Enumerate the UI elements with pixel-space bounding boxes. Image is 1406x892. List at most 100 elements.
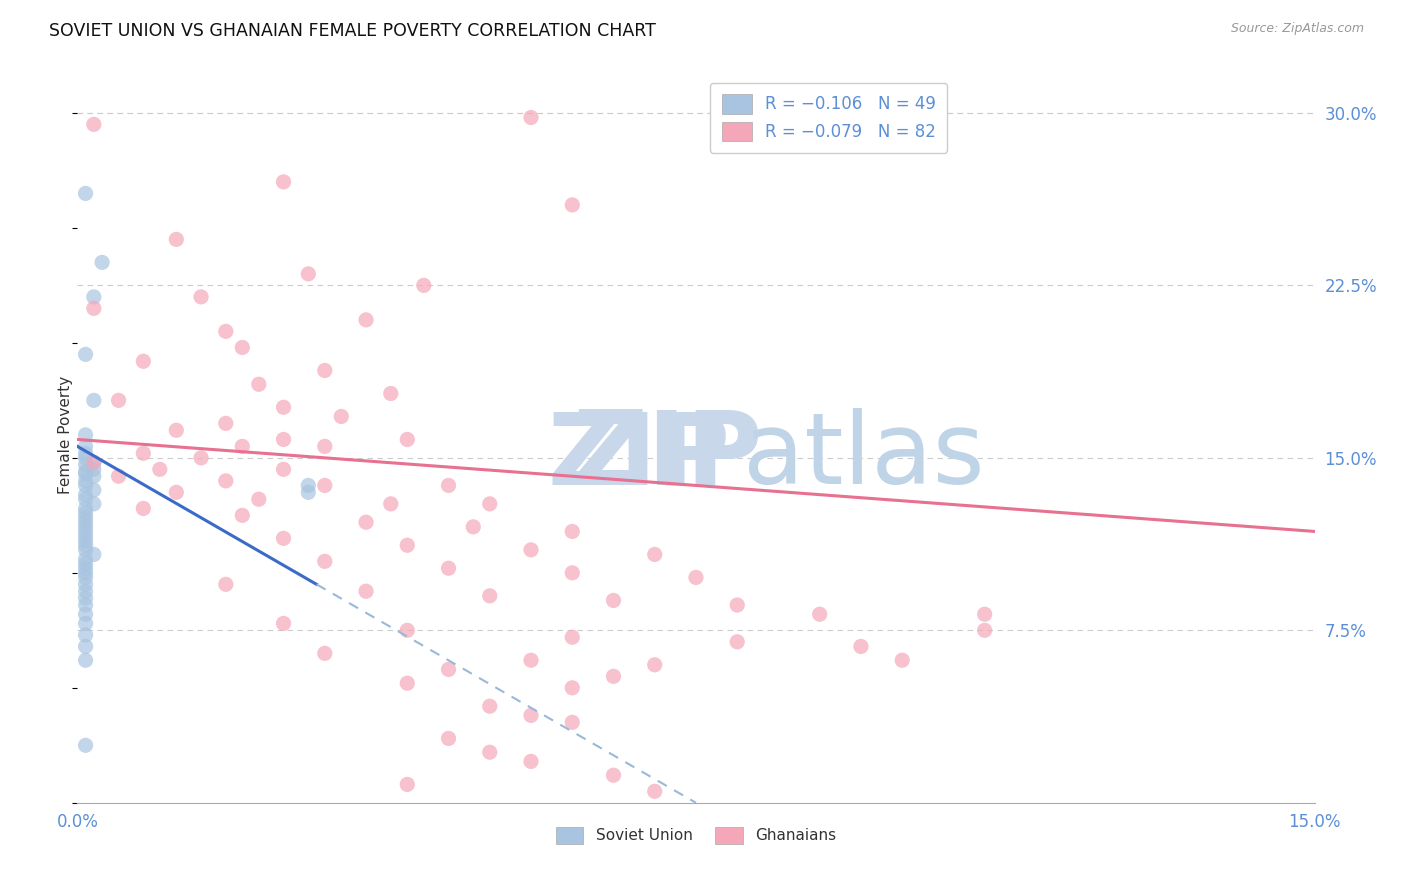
Point bbox=[107, 393, 129, 408]
Point bbox=[247, 377, 270, 392]
Point bbox=[215, 417, 238, 431]
Point bbox=[297, 485, 319, 500]
Point bbox=[644, 784, 666, 798]
Point bbox=[83, 455, 105, 469]
Point bbox=[83, 290, 105, 304]
Point bbox=[396, 624, 419, 638]
Point bbox=[75, 510, 97, 524]
Point bbox=[75, 439, 97, 453]
Point bbox=[354, 584, 377, 599]
Point bbox=[685, 570, 707, 584]
Point bbox=[247, 492, 270, 507]
Point bbox=[520, 755, 543, 769]
Point bbox=[314, 439, 336, 453]
Point bbox=[314, 478, 336, 492]
Point bbox=[83, 117, 105, 131]
Point bbox=[396, 676, 419, 690]
Point bbox=[561, 630, 583, 644]
Point bbox=[75, 501, 97, 516]
Text: SOVIET UNION VS GHANAIAN FEMALE POVERTY CORRELATION CHART: SOVIET UNION VS GHANAIAN FEMALE POVERTY … bbox=[49, 22, 657, 40]
Point bbox=[520, 653, 543, 667]
Point bbox=[396, 538, 419, 552]
Legend: Soviet Union, Ghanaians: Soviet Union, Ghanaians bbox=[550, 821, 842, 850]
Point bbox=[602, 669, 624, 683]
Point bbox=[561, 524, 583, 539]
Point bbox=[75, 739, 97, 753]
Point bbox=[273, 532, 295, 546]
Point bbox=[314, 554, 336, 568]
Point bbox=[75, 552, 97, 566]
Point bbox=[396, 777, 419, 791]
Point bbox=[75, 577, 97, 591]
Point bbox=[561, 681, 583, 695]
Point bbox=[132, 354, 155, 368]
Point bbox=[75, 515, 97, 529]
Point bbox=[297, 478, 319, 492]
Point bbox=[644, 657, 666, 672]
Point bbox=[520, 708, 543, 723]
Point bbox=[83, 393, 105, 408]
Point bbox=[973, 624, 995, 638]
Point bbox=[190, 290, 212, 304]
Point bbox=[297, 267, 319, 281]
Point bbox=[83, 497, 105, 511]
Point bbox=[75, 186, 97, 201]
Point bbox=[215, 324, 238, 338]
Point bbox=[75, 570, 97, 584]
Point bbox=[75, 653, 97, 667]
Point bbox=[75, 607, 97, 622]
Point bbox=[561, 566, 583, 580]
Point bbox=[75, 598, 97, 612]
Point bbox=[354, 515, 377, 529]
Point bbox=[520, 542, 543, 557]
Point bbox=[75, 446, 97, 460]
Point bbox=[75, 640, 97, 654]
Point bbox=[75, 520, 97, 534]
Point bbox=[165, 232, 187, 246]
Point bbox=[75, 450, 97, 465]
Point bbox=[231, 508, 253, 523]
Point bbox=[107, 469, 129, 483]
Point bbox=[83, 455, 105, 469]
Point bbox=[149, 462, 172, 476]
Point bbox=[215, 474, 238, 488]
Point bbox=[83, 462, 105, 476]
Point bbox=[725, 598, 748, 612]
Point bbox=[478, 589, 501, 603]
Text: ZIPatlas: ZIPatlas bbox=[572, 407, 984, 508]
Point bbox=[725, 635, 748, 649]
Point bbox=[83, 301, 105, 316]
Point bbox=[75, 478, 97, 492]
Point bbox=[215, 577, 238, 591]
Point bbox=[380, 497, 402, 511]
Point bbox=[190, 450, 212, 465]
Point bbox=[75, 524, 97, 539]
Point bbox=[75, 474, 97, 488]
Point bbox=[132, 501, 155, 516]
Point bbox=[75, 538, 97, 552]
Point bbox=[412, 278, 434, 293]
Text: atlas: atlas bbox=[742, 409, 984, 506]
Point bbox=[330, 409, 353, 424]
Point bbox=[83, 548, 105, 562]
Point bbox=[231, 341, 253, 355]
Point bbox=[75, 506, 97, 520]
Text: ZIP: ZIP bbox=[547, 409, 730, 506]
Y-axis label: Female Poverty: Female Poverty bbox=[58, 376, 73, 494]
Point bbox=[354, 313, 377, 327]
Point bbox=[437, 662, 460, 676]
Point bbox=[75, 458, 97, 472]
Point bbox=[75, 533, 97, 548]
Point bbox=[83, 483, 105, 497]
Point bbox=[314, 646, 336, 660]
Point bbox=[396, 433, 419, 447]
Point bbox=[644, 548, 666, 562]
Point bbox=[75, 584, 97, 599]
Point bbox=[75, 492, 97, 507]
Point bbox=[808, 607, 831, 622]
Point bbox=[478, 745, 501, 759]
Point bbox=[75, 347, 97, 361]
Point bbox=[602, 593, 624, 607]
Point bbox=[75, 488, 97, 502]
Point bbox=[380, 386, 402, 401]
